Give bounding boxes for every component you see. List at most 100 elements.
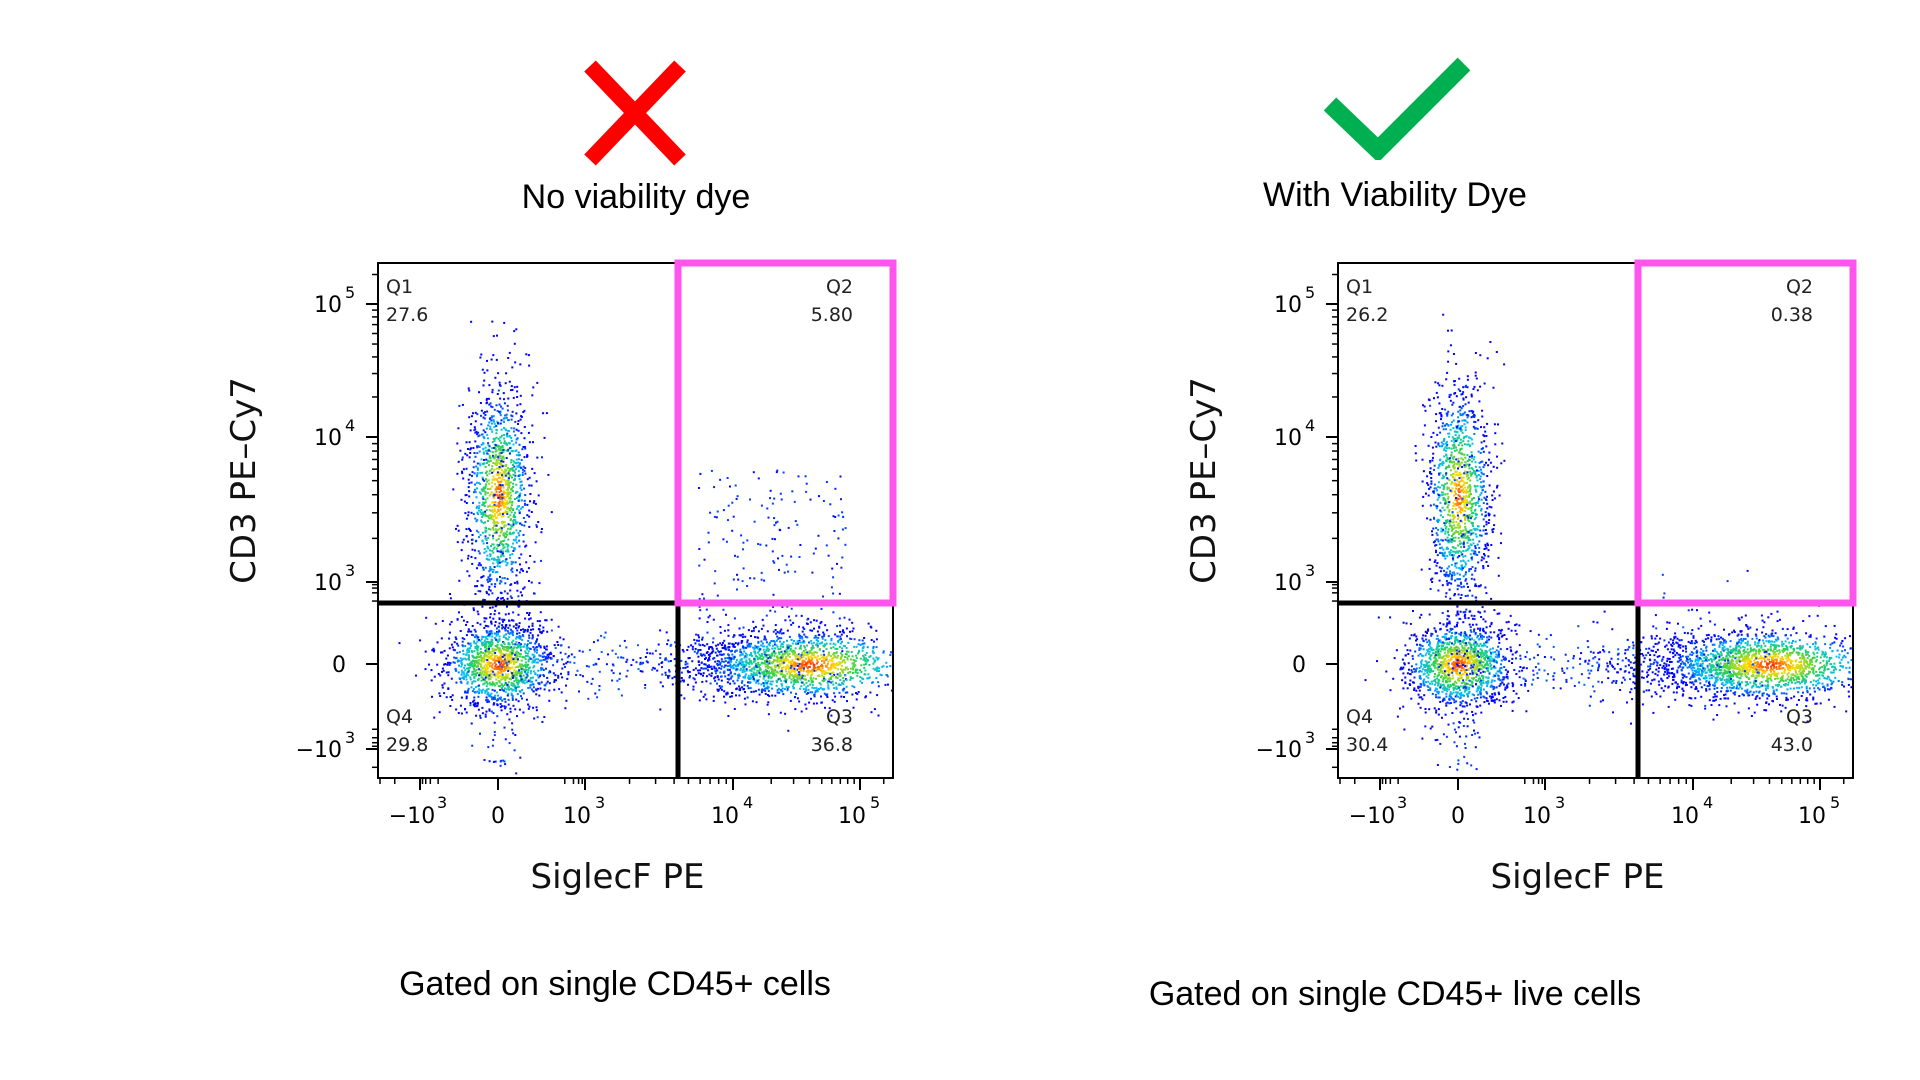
event-dot [538, 654, 541, 657]
event-dot [776, 658, 779, 661]
event-dot [512, 550, 515, 552]
event-dot [748, 669, 751, 672]
event-dot [550, 657, 553, 660]
event-dot [481, 511, 484, 514]
event-dot [495, 424, 498, 427]
event-dot [459, 630, 462, 632]
event-dot [532, 386, 535, 389]
event-dot [698, 664, 701, 666]
event-dot [723, 690, 726, 693]
event-dot [442, 669, 445, 672]
event-dot [456, 442, 459, 445]
event-dot [453, 661, 456, 664]
event-dot [541, 667, 544, 670]
event-dot [1441, 422, 1444, 425]
event-dot [735, 668, 738, 671]
event-dot [525, 647, 528, 650]
event-dot [1477, 561, 1480, 564]
event-dot [680, 671, 683, 674]
event-dot [514, 676, 517, 679]
event-dot [565, 684, 567, 687]
event-dot [798, 672, 801, 675]
event-dot [1434, 540, 1436, 543]
event-dot [492, 470, 495, 473]
event-dot [505, 433, 508, 436]
event-dot [507, 647, 510, 650]
event-dot [560, 691, 563, 694]
event-dot [729, 677, 732, 680]
event-dot [828, 680, 831, 683]
event-dot [483, 672, 486, 675]
event-dot [491, 641, 494, 644]
event-dot [755, 701, 758, 704]
event-dot [484, 691, 487, 694]
event-dot [519, 756, 522, 759]
event-dot [840, 498, 842, 501]
event-dot [498, 534, 501, 537]
event-dot [510, 648, 513, 651]
event-dot [473, 642, 476, 645]
event-dot [767, 662, 770, 665]
event-dot [745, 669, 748, 672]
event-dot [732, 578, 735, 581]
event-dot [778, 652, 781, 655]
event-dot [506, 500, 509, 503]
event-dot [1453, 353, 1455, 355]
event-dot [523, 669, 526, 672]
quadrant-q4-value: 29.8 [386, 734, 428, 756]
event-dot [767, 672, 770, 675]
event-dot [513, 479, 515, 482]
event-dot [515, 646, 518, 649]
event-dot [767, 650, 770, 652]
event-dot [493, 456, 496, 459]
event-dot [483, 759, 486, 761]
event-dot [467, 478, 470, 481]
event-dot [822, 657, 825, 660]
event-dot [692, 677, 695, 680]
event-dot [745, 668, 748, 671]
event-dot [526, 663, 529, 666]
event-dot [480, 519, 483, 522]
event-dot [472, 703, 475, 706]
event-dot [506, 713, 509, 716]
event-dot [483, 502, 486, 504]
event-dot [1468, 546, 1471, 549]
event-dot [496, 704, 499, 707]
event-dot [829, 672, 832, 675]
event-dot [499, 526, 502, 529]
event-dot [501, 472, 504, 475]
event-dot [839, 638, 842, 640]
event-dot [453, 656, 456, 659]
event-dot [708, 658, 711, 661]
event-dot [852, 671, 854, 674]
event-dot [481, 471, 484, 474]
event-dot [686, 665, 689, 668]
event-dot [477, 564, 480, 567]
event-dot [607, 653, 609, 656]
event-dot [492, 659, 495, 662]
event-dot [485, 645, 488, 648]
event-dot [467, 511, 470, 514]
event-dot [527, 671, 529, 674]
event-dot [742, 626, 745, 629]
event-dot [700, 667, 703, 670]
event-dot [692, 668, 695, 671]
event-dot [498, 484, 500, 487]
event-dot [835, 687, 838, 690]
event-dot [473, 696, 476, 699]
event-dot [697, 655, 700, 658]
event-dot [664, 657, 667, 660]
event-dot [493, 513, 496, 515]
event-dot [492, 682, 495, 685]
event-dot [1462, 555, 1465, 558]
event-dot [504, 382, 507, 385]
event-dot [473, 656, 476, 659]
event-dot [851, 677, 854, 680]
event-dot [1432, 431, 1435, 434]
event-dot [803, 660, 806, 663]
event-dot [830, 660, 833, 663]
event-dot [528, 705, 531, 708]
event-dot [472, 634, 475, 637]
event-dot [456, 472, 459, 475]
event-dot [514, 498, 516, 500]
